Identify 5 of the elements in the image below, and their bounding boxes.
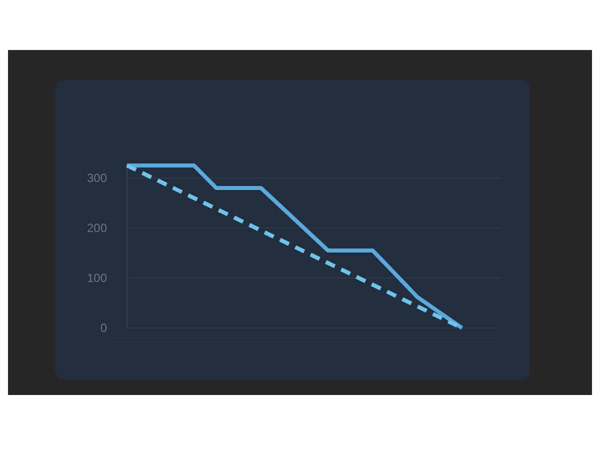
line-series (125, 164, 464, 330)
y-tick-label: 300 (86, 171, 108, 186)
y-tick-label: 200 (86, 221, 108, 236)
y-tick-label: 100 (86, 271, 108, 286)
y-tick-label: 0 (100, 321, 108, 336)
